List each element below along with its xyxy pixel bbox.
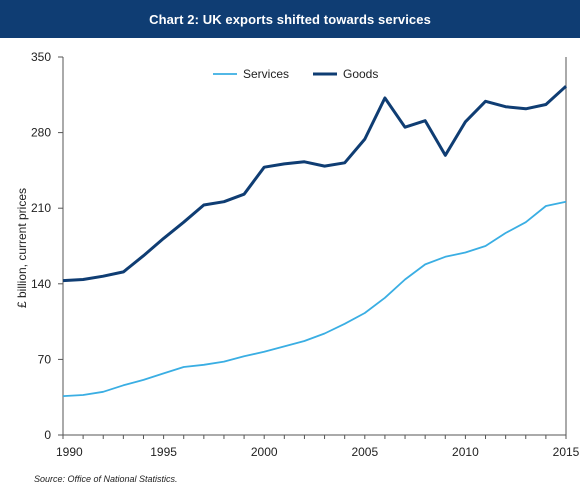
chart-header: Chart 2: UK exports shifted towards serv… [0, 0, 580, 38]
x-tick-label: 2000 [251, 445, 278, 459]
x-axis-ticks: 1990 1995 2000 2005 2010 2015 [56, 435, 580, 459]
x-tick-label: 1995 [150, 445, 177, 459]
x-tick-label: 1990 [56, 445, 83, 459]
y-axis-ticks: 0 70 140 210 280 350 [31, 50, 63, 442]
y-tick-label: 70 [38, 352, 52, 366]
series-line-services [62, 200, 567, 397]
series-line-goods [62, 85, 568, 283]
series-lines [62, 85, 568, 397]
x-tick-label: 2010 [452, 445, 479, 459]
y-tick-label: 210 [31, 201, 51, 215]
y-tick-label: 350 [31, 50, 51, 64]
y-axis-title: £ billion, current prices [15, 188, 29, 308]
chart-title: Chart 2: UK exports shifted towards serv… [149, 11, 431, 27]
y-tick-label: 140 [31, 277, 51, 291]
line-chart: 0 70 140 210 280 350 1990 1995 2000 2005 2010 2015… [15, 50, 580, 459]
y-tick-label: 280 [31, 126, 51, 140]
legend-label-goods: Goods [343, 67, 378, 81]
axes [62, 57, 567, 436]
x-tick-label: 2015 [553, 445, 580, 459]
y-tick-label: 0 [44, 428, 51, 442]
x-tick-label: 2005 [351, 445, 378, 459]
legend: Services Goods [213, 67, 378, 81]
source-note: Source: Office of National Statistics. [34, 474, 178, 484]
legend-label-services: Services [243, 67, 289, 81]
